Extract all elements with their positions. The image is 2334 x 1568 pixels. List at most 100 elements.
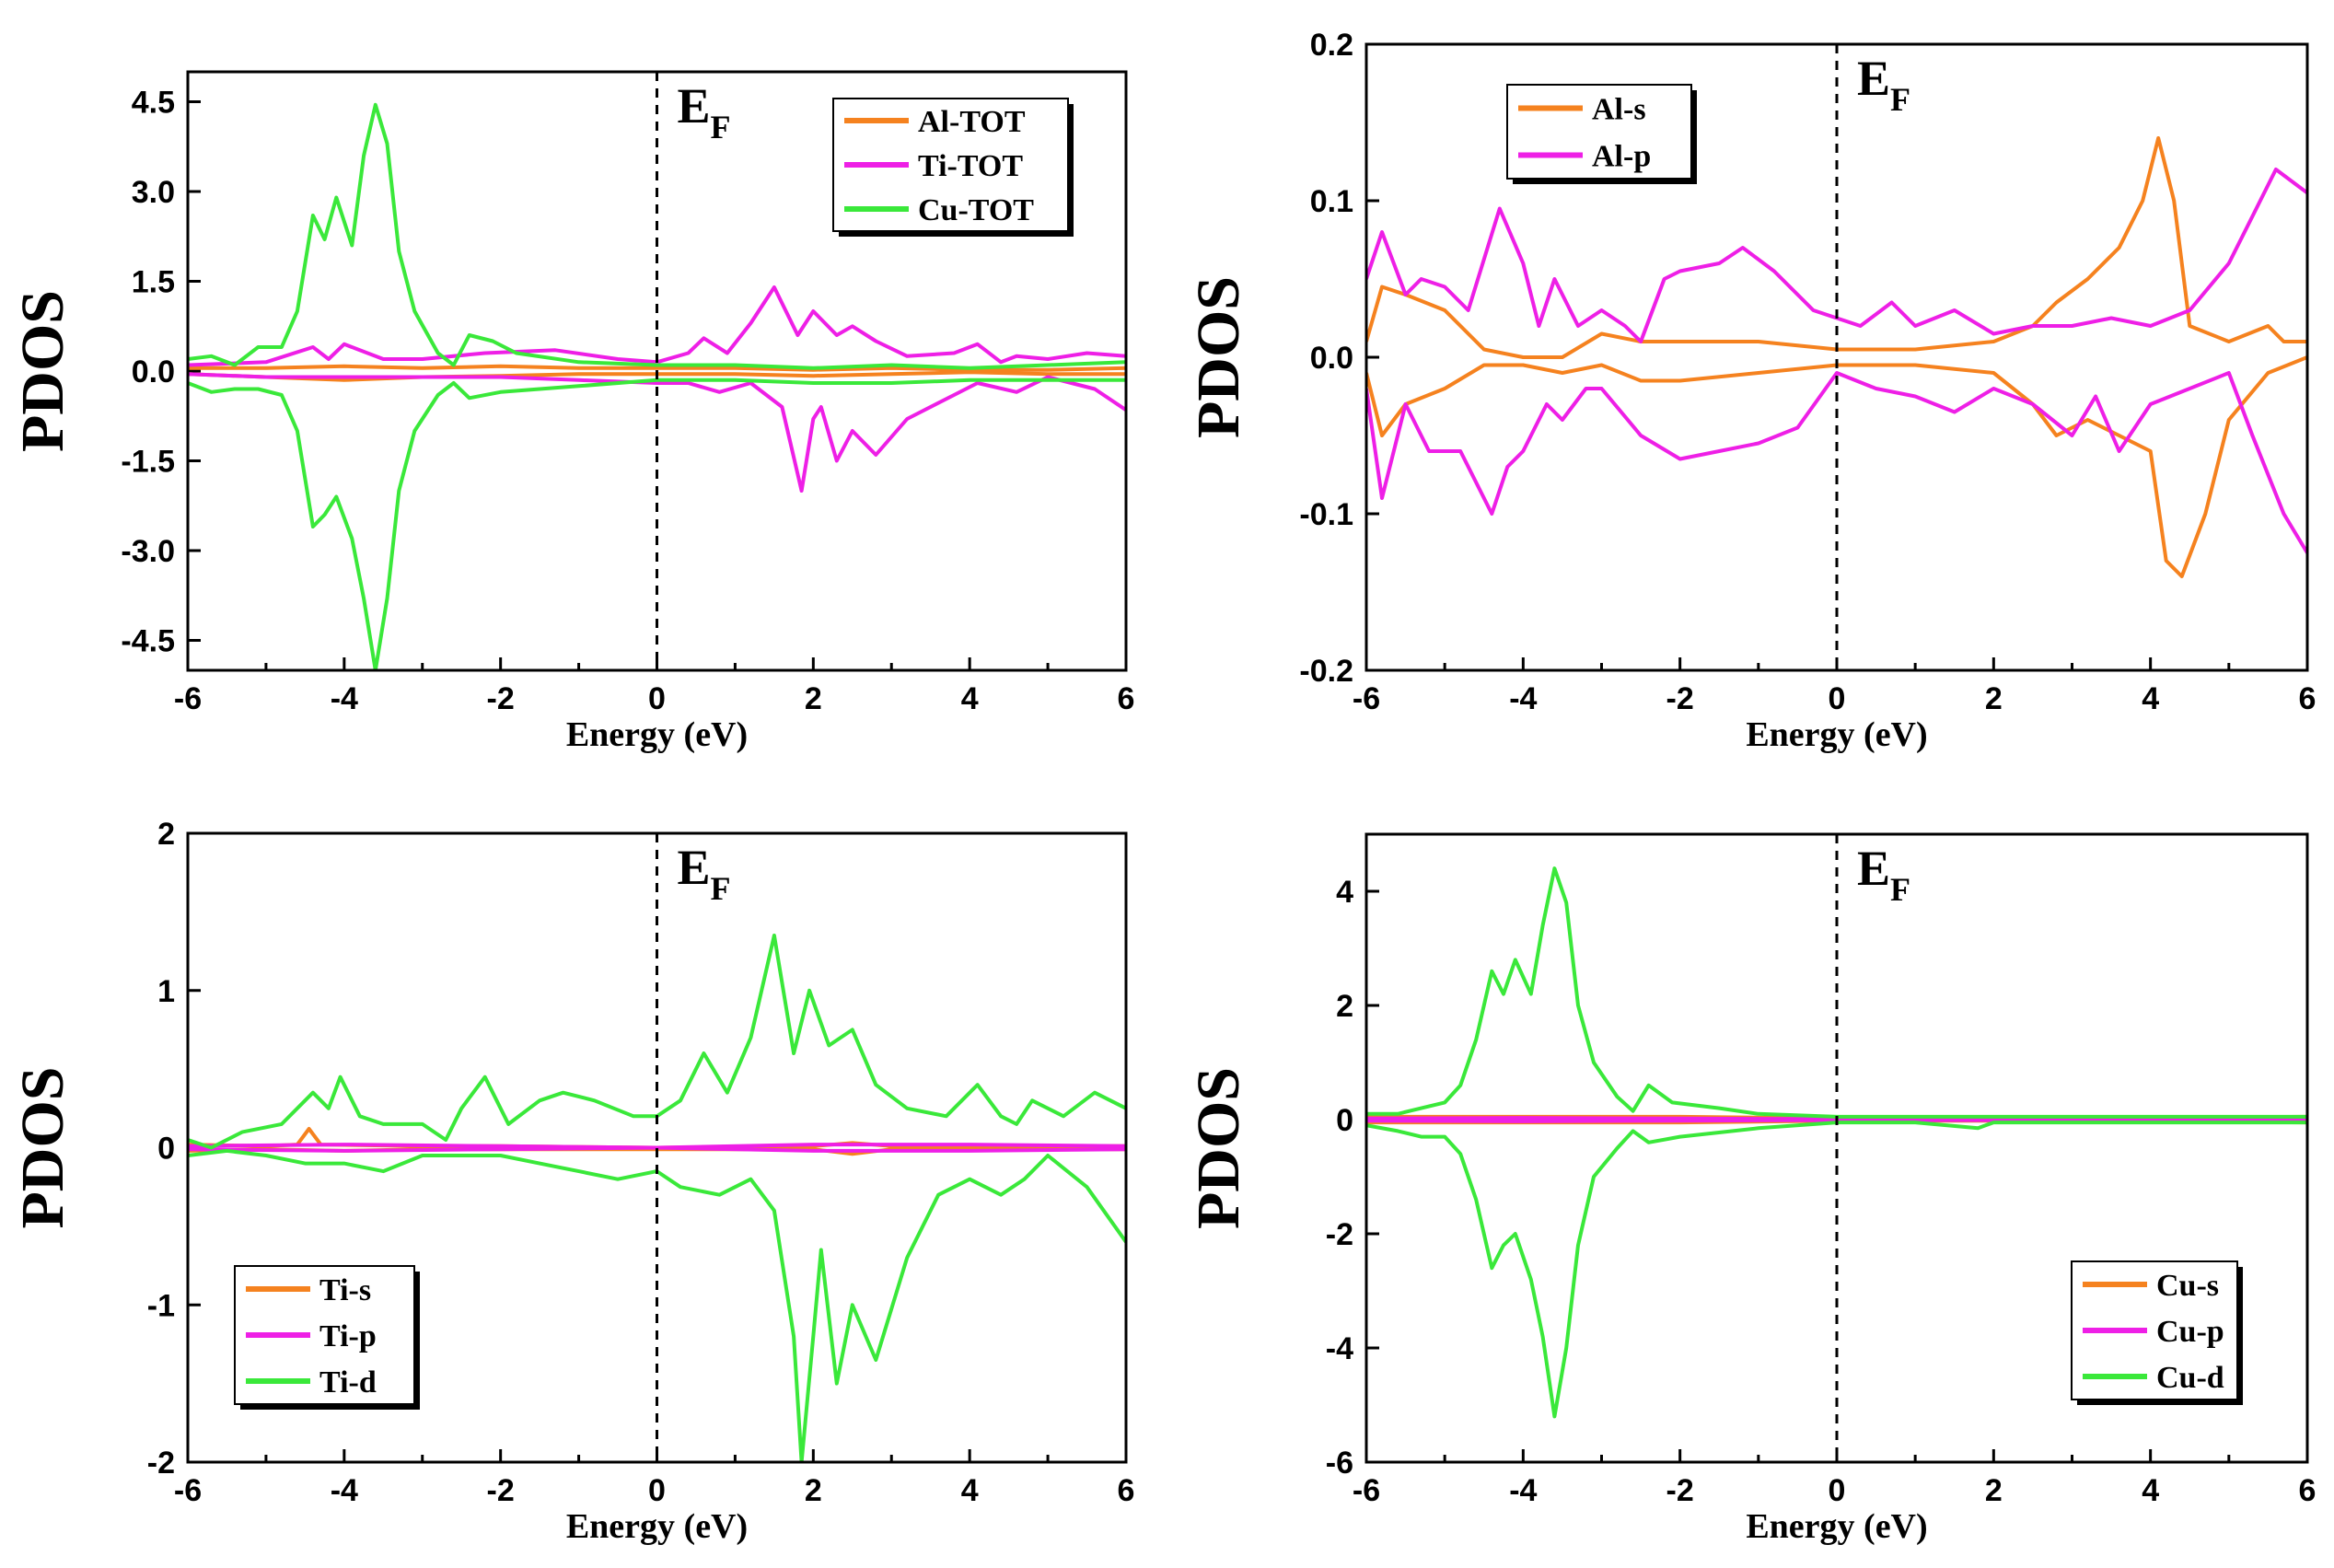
x-tick-label: -6 (174, 681, 202, 716)
x-tick-label: 6 (2299, 1473, 2317, 1508)
x-tick-label: 0 (1829, 681, 1846, 716)
series-Al-s-up (1366, 136, 2307, 359)
x-tick-label: -6 (1353, 1473, 1380, 1508)
fermi-label-subscript: F (1890, 81, 1910, 118)
y-axis-label: PDOS (9, 1066, 76, 1228)
fermi-label-subscript: F (711, 870, 731, 907)
fermi-label-subscript: F (1890, 871, 1910, 908)
y-tick-label: -2 (147, 1446, 175, 1481)
series-Cu-d-up (1366, 866, 2307, 1119)
fermi-label: E (678, 78, 711, 134)
x-tick-label: -6 (174, 1473, 202, 1508)
y-tick-label: 0.0 (132, 354, 175, 389)
y-axis-label: PDOS (9, 290, 76, 452)
y-tick-label: -6 (1326, 1446, 1353, 1481)
legend-entry-Ti-TOT: Ti-TOT (918, 149, 1023, 183)
legend-entry-Cu-s: Cu-s (2156, 1269, 2219, 1303)
x-tick-label: 0 (648, 1473, 666, 1508)
x-tick-label: -4 (1509, 1473, 1537, 1508)
legend-entry-Cu-d: Cu-d (2156, 1361, 2224, 1395)
panel-cu: -6 -4 -2 0 2 4 6 4 2 0 -2 -4 -6 E F Energy (eV) PDOS Cu-s… (1185, 832, 2317, 1546)
fermi-label: E (678, 840, 711, 895)
y-tick-label: -1 (147, 1288, 175, 1323)
x-tick-label: -2 (1666, 1473, 1694, 1508)
x-tick-label: -2 (487, 681, 515, 716)
y-tick-label: 1 (157, 974, 175, 1009)
y-tick-label: 1.5 (132, 265, 175, 300)
x-tick-label: 6 (1118, 681, 1135, 716)
y-tick-label: 2 (157, 817, 175, 852)
y-tick-label: 0.2 (1310, 28, 1353, 63)
x-tick-label: -4 (1509, 681, 1537, 716)
legend-entry-Ti-s: Ti-s (319, 1273, 371, 1307)
series-Al-p-up (1366, 168, 2307, 343)
series-Cu-TOT-up (188, 102, 1126, 370)
y-axis-label: PDOS (1185, 276, 1252, 438)
x-tick-label: 4 (961, 1473, 979, 1508)
fermi-label: E (1857, 51, 1890, 106)
x-tick-label: 4 (2142, 681, 2159, 716)
y-tick-label: 3.0 (132, 175, 175, 210)
y-axis-label: PDOS (1185, 1067, 1252, 1229)
y-tick-label: -0.1 (1299, 497, 1353, 532)
x-tick-label: 0 (1829, 1473, 1846, 1508)
curves (1366, 136, 2307, 578)
x-tick-label: 6 (1118, 1473, 1135, 1508)
y-tick-label: -2 (1326, 1217, 1353, 1252)
x-axis-label: Energy (eV) (566, 1507, 748, 1546)
y-tick-label: 0 (1336, 1103, 1353, 1138)
series-Al-s-down (1366, 355, 2307, 578)
x-tick-label: 2 (805, 1473, 822, 1508)
y-tick-label: 0.0 (1310, 341, 1353, 376)
panel-al: -6 -4 -2 0 2 4 6 0.2 0.1 0.0 -0.1 -0.2 E F Energy (eV)… (1185, 28, 2316, 754)
series-Cu-TOT-down (188, 377, 1126, 670)
legend-entry-Al-s: Al-s (1592, 93, 1646, 127)
series-Ti-d-up (188, 934, 1126, 1150)
series-Ti-p-down (188, 1145, 1126, 1153)
legend-entry-Cu-TOT: Cu-TOT (918, 193, 1034, 227)
y-tick-label: -4.5 (121, 624, 175, 659)
legend-entry-Al-p: Al-p (1592, 140, 1651, 174)
x-tick-label: 2 (1985, 1473, 2003, 1508)
y-tick-label: -3.0 (121, 534, 175, 569)
x-axis-label: Energy (eV) (1746, 1507, 1927, 1546)
x-tick-label: 4 (2142, 1473, 2159, 1508)
panel-total: -6 -4 -2 0 2 4 6 4.5 3.0 1.5 0.0 -1.5 -3.0 -4.5 E F Ener… (9, 70, 1135, 754)
legend-entry-Ti-d: Ti-d (319, 1365, 377, 1400)
x-axis-label: Energy (eV) (1746, 715, 1927, 754)
x-tick-label: 2 (1985, 681, 2003, 716)
legend: Al-TOT Ti-TOT Cu-TOT (832, 98, 1074, 237)
x-tick-label: 4 (961, 681, 979, 716)
y-tick-label: 0.1 (1310, 184, 1353, 219)
curves (188, 934, 1126, 1462)
series-Ti-TOT-up (188, 285, 1126, 367)
x-tick-label: -6 (1353, 681, 1380, 716)
y-tick-label: 2 (1336, 989, 1353, 1024)
x-tick-label: -2 (487, 1473, 515, 1508)
x-tick-label: 6 (2299, 681, 2317, 716)
y-tick-label: 4.5 (132, 86, 175, 121)
legend-entry-Al-TOT: Al-TOT (918, 105, 1026, 139)
y-tick-label: -0.2 (1299, 654, 1353, 689)
legend: Cu-s Cu-p Cu-d (2071, 1260, 2243, 1405)
legend: Ti-s Ti-p Ti-d (234, 1265, 420, 1410)
legend-box (1506, 84, 1692, 180)
series-Cu-d-down (1366, 1121, 2307, 1419)
x-tick-label: 2 (805, 681, 822, 716)
legend-entry-Ti-p: Ti-p (319, 1319, 377, 1353)
x-tick-label: -4 (331, 681, 358, 716)
series-Ti-d-down (188, 1148, 1126, 1462)
series-Ti-TOT-down (188, 372, 1126, 493)
fermi-label-subscript: F (711, 109, 731, 145)
x-tick-label: -2 (1666, 681, 1694, 716)
x-axis-label: Energy (eV) (566, 715, 748, 754)
x-tick-label: -4 (331, 1473, 358, 1508)
y-tick-label: 4 (1336, 875, 1353, 910)
fermi-label: E (1857, 841, 1890, 896)
y-tick-label: -4 (1326, 1331, 1353, 1366)
series-Al-p-down (1366, 371, 2307, 554)
y-tick-label: -1.5 (121, 445, 175, 480)
y-tick-label: 0 (157, 1132, 175, 1167)
